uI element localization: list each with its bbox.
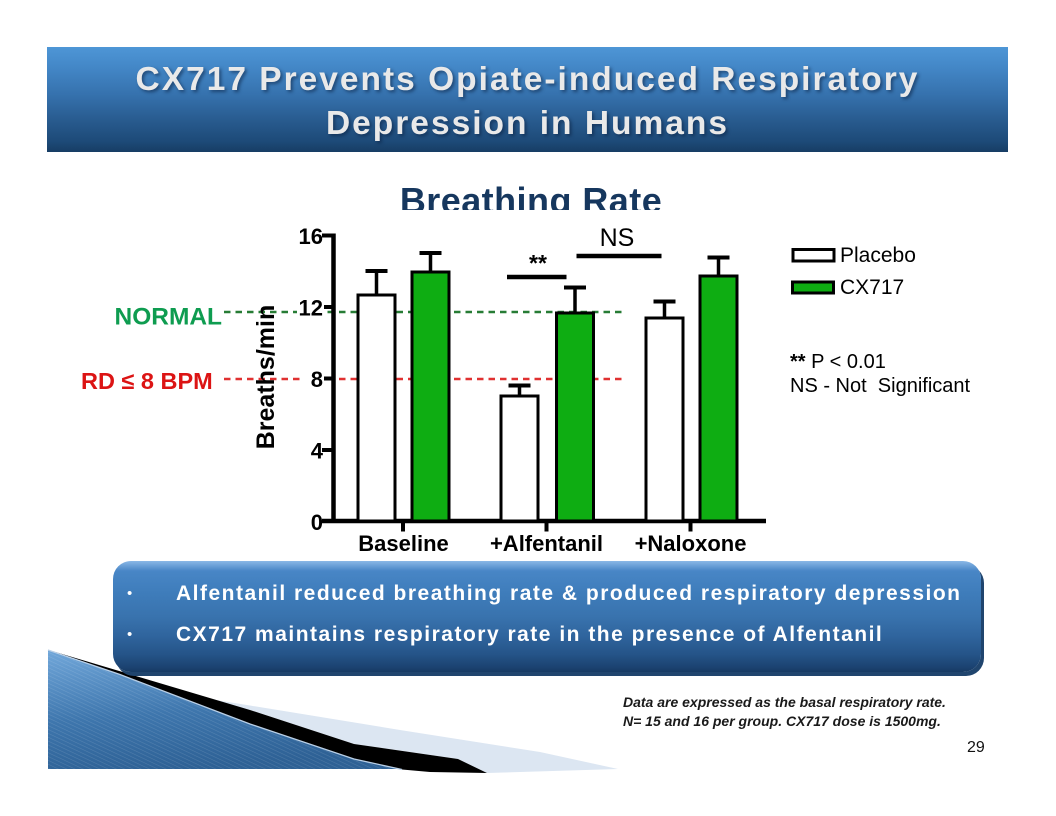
svg-text:Baseline: Baseline — [358, 531, 449, 556]
svg-text:Breaths/min: Breaths/min — [252, 305, 280, 449]
svg-text:NS - Not Significant: NS - Not Significant — [790, 375, 971, 397]
svg-text:CX717: CX717 — [840, 276, 904, 299]
svg-text:4: 4 — [311, 439, 324, 464]
svg-text:**: ** — [529, 250, 547, 276]
svg-text:NS: NS — [600, 224, 635, 252]
svg-text:+Alfentanil: +Alfentanil — [490, 531, 603, 556]
svg-text:8: 8 — [311, 367, 323, 392]
svg-text:NORMAL: NORMAL — [115, 304, 223, 331]
svg-text:0: 0 — [311, 510, 323, 535]
svg-text:16: 16 — [299, 224, 323, 249]
svg-text:Placebo: Placebo — [840, 244, 916, 267]
svg-text:+Naloxone: +Naloxone — [635, 531, 747, 556]
svg-text:** P < 0.01: ** P < 0.01 — [790, 351, 886, 373]
svg-text:12: 12 — [299, 296, 323, 321]
svg-text:RD ≤ 8 BPM: RD ≤ 8 BPM — [81, 368, 213, 394]
